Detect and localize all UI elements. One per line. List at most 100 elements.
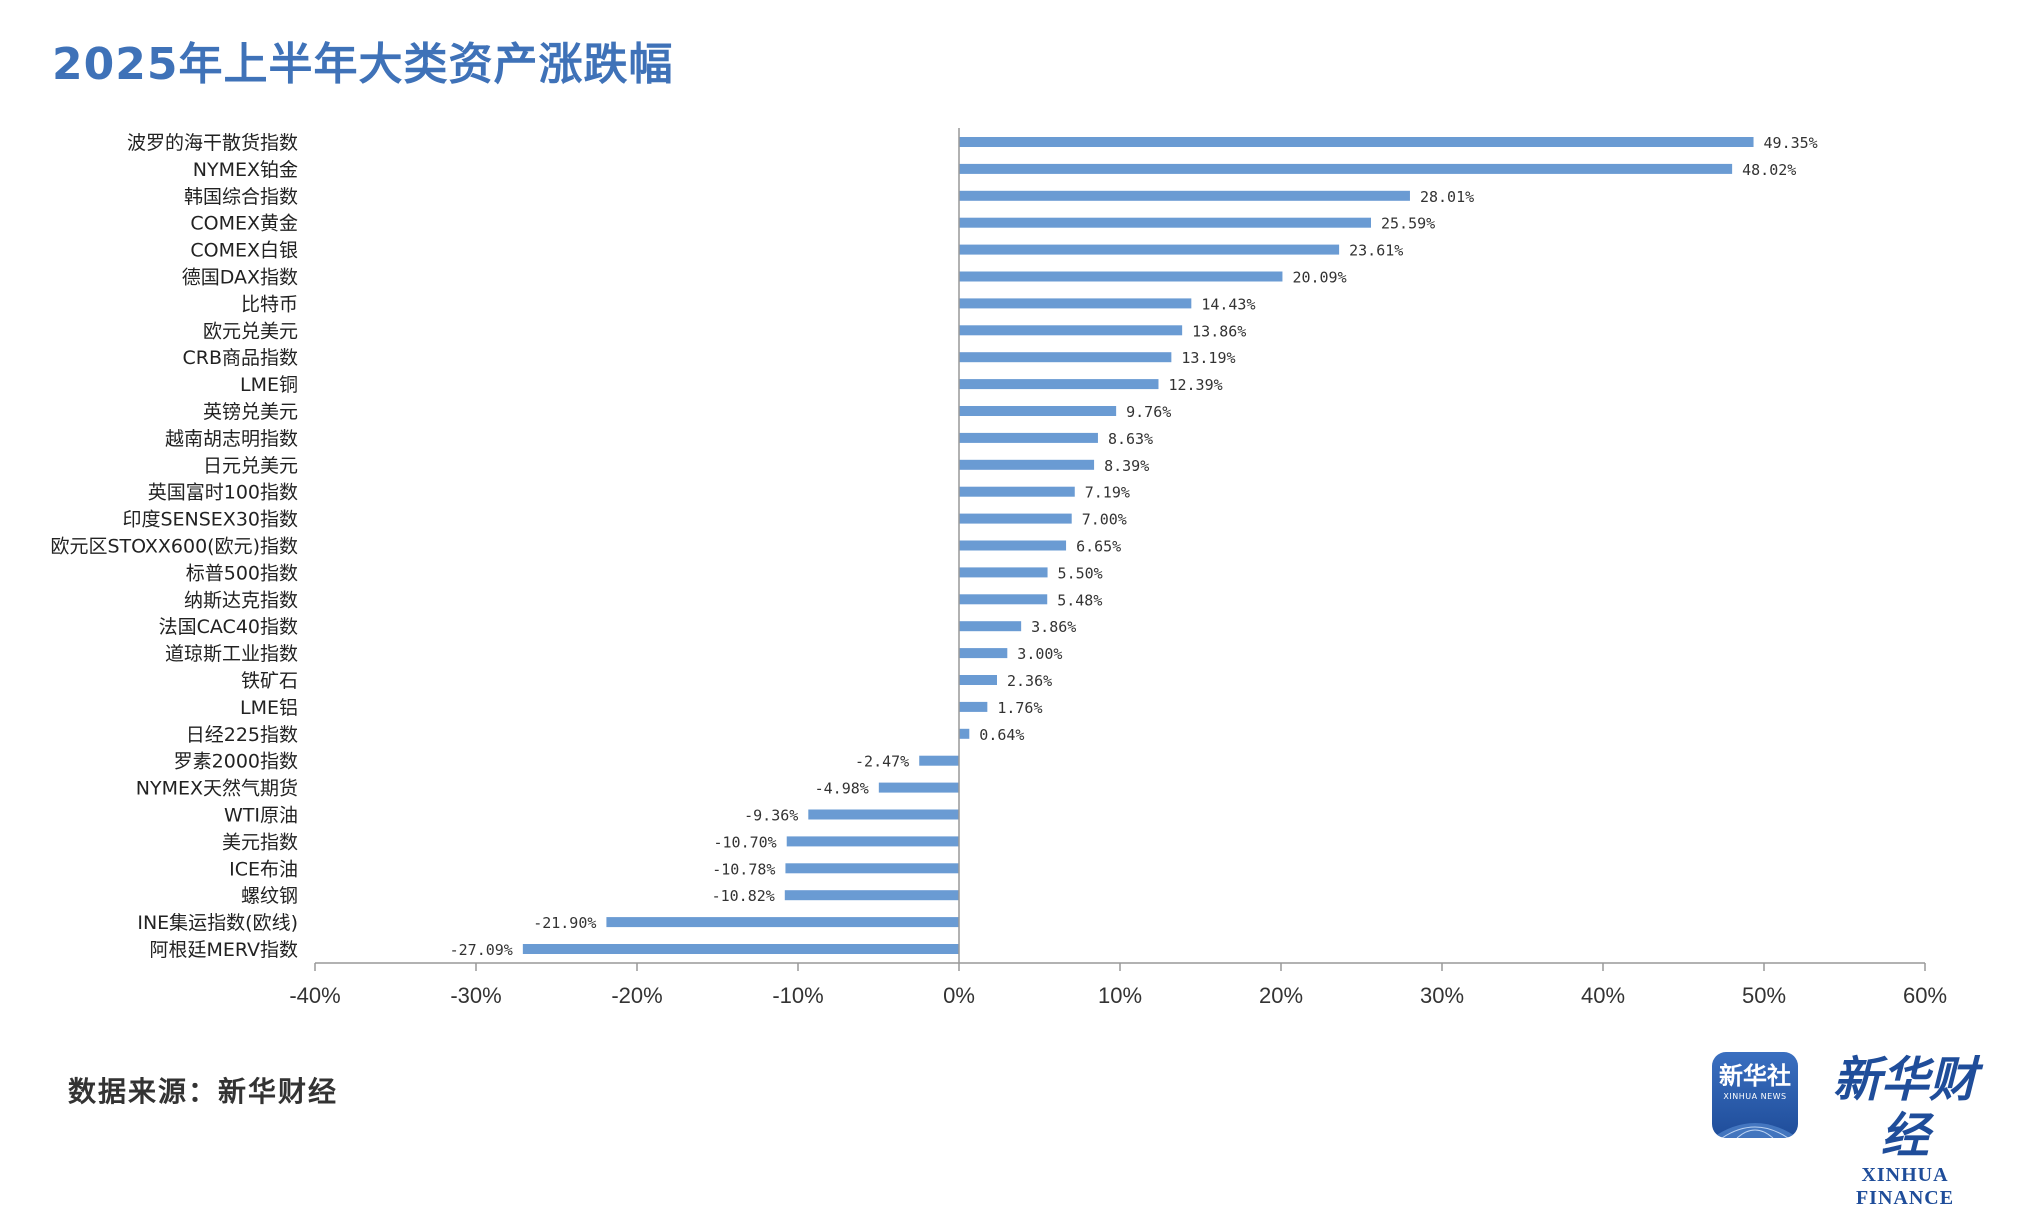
value-label: -9.36%	[744, 807, 798, 825]
value-label: 13.19%	[1181, 349, 1235, 367]
bar	[959, 190, 1410, 201]
logo-brand-cn: 新华财经	[1832, 1052, 1977, 1164]
bar	[522, 944, 959, 954]
value-label: 23.61%	[1349, 242, 1403, 260]
bar	[959, 137, 1754, 147]
bar	[959, 379, 1159, 390]
value-label: 7.19%	[1085, 484, 1130, 502]
x-tick-label: 40%	[1581, 983, 1625, 1008]
bar	[959, 432, 1098, 443]
bar	[959, 352, 1172, 363]
bar	[878, 782, 959, 793]
bar	[606, 917, 959, 928]
bar	[959, 567, 1048, 578]
category-label: 越南胡志明指数	[165, 428, 298, 450]
value-label: 20.09%	[1292, 269, 1346, 287]
category-label: LME铜	[240, 374, 298, 396]
category-label: 印度SENSEX30指数	[122, 509, 298, 531]
bar	[959, 325, 1183, 336]
value-label: 25.59%	[1381, 215, 1435, 233]
bar	[959, 406, 1117, 416]
chart-title: 2025年上半年大类资产涨跌幅	[52, 39, 674, 90]
category-label: 日元兑美元	[203, 455, 298, 477]
value-label: 6.65%	[1076, 538, 1121, 556]
logo-brand-en: XINHUA FINANCE	[1855, 1164, 1955, 1209]
value-label: 5.50%	[1058, 564, 1103, 582]
value-label: -4.98%	[815, 780, 869, 798]
category-label: 罗素2000指数	[174, 751, 298, 773]
bar	[785, 863, 959, 874]
value-label: 14.43%	[1201, 295, 1255, 313]
category-label: 法国CAC40指数	[159, 616, 298, 638]
bar	[959, 486, 1075, 497]
category-label: NYMEX天然气期货	[136, 778, 298, 800]
category-label: 欧元区STOXX600(欧元)指数	[50, 536, 298, 558]
category-label: COMEX白银	[190, 240, 298, 262]
value-label: 7.00%	[1082, 511, 1127, 529]
x-tick-label: 20%	[1259, 983, 1303, 1008]
bar	[959, 540, 1067, 551]
logo-badge-subtext: XINHUA NEWS	[1723, 1092, 1787, 1101]
category-label: 英国富时100指数	[148, 482, 298, 504]
value-label: -10.70%	[714, 833, 777, 851]
category-label: NYMEX铂金	[193, 159, 298, 181]
bar	[959, 621, 1022, 632]
value-label: -21.90%	[533, 914, 596, 932]
category-label: COMEX黄金	[190, 213, 298, 235]
value-label: -27.09%	[450, 941, 513, 959]
category-label: WTI原油	[224, 805, 298, 827]
value-label: 28.01%	[1420, 188, 1474, 206]
bars-group	[522, 137, 1754, 954]
x-tick-label: 30%	[1420, 983, 1464, 1008]
bar	[959, 675, 997, 685]
value-label: 49.35%	[1764, 134, 1818, 152]
bar	[959, 244, 1340, 255]
value-label: 9.76%	[1126, 403, 1171, 421]
category-label: 英镑兑美元	[203, 401, 298, 423]
bar-chart: 49.35% 48.02% 28.01% 25.59% 23.61%20.09% 14.4…	[50, 128, 1947, 1008]
category-label: 铁矿石	[241, 670, 298, 692]
value-label: 0.64%	[979, 726, 1024, 744]
bar	[959, 728, 970, 739]
bar	[784, 890, 959, 901]
x-tick-label: 50%	[1742, 983, 1786, 1008]
bar	[959, 701, 988, 712]
category-label: LME铝	[240, 697, 298, 719]
bar	[786, 836, 959, 847]
value-label: 13.86%	[1192, 322, 1246, 340]
x-tick-label: 10%	[1098, 983, 1142, 1008]
category-label: 美元指数	[222, 831, 298, 853]
value-label: -10.82%	[712, 887, 775, 905]
x-tick-label: 60%	[1903, 983, 1947, 1008]
xinhua-news-logo: 新华社 XINHUA NEWS	[1712, 1052, 1798, 1138]
value-label: 5.48%	[1057, 591, 1102, 609]
bar	[959, 298, 1192, 309]
category-label: 螺纹钢	[241, 885, 298, 907]
value-label: -10.78%	[712, 860, 775, 878]
value-label: 12.39%	[1168, 376, 1222, 394]
logo-badge-text: 新华社	[1719, 1062, 1791, 1090]
value-label: 48.02%	[1742, 161, 1796, 179]
category-label: INE集运指数(欧线)	[137, 912, 298, 934]
value-label: 8.39%	[1104, 457, 1149, 475]
x-axis: -40% -30% -20% -10% 0% 10% 20% 30% 40% 50% 60%	[289, 128, 1947, 1008]
value-label: 2.36%	[1007, 672, 1052, 690]
x-tick-label: -40%	[289, 983, 340, 1008]
value-label: -2.47%	[855, 753, 909, 771]
value-label: 3.86%	[1031, 618, 1076, 636]
xinhua-finance-logo: 新华财经 XINHUA FINANCE	[1810, 1052, 2000, 1210]
x-tick-label: -10%	[772, 983, 823, 1008]
logo-globe-icon	[1712, 1123, 1798, 1138]
category-label: 纳斯达克指数	[184, 589, 298, 611]
bar	[959, 271, 1283, 282]
category-label: 波罗的海干散货指数	[127, 132, 298, 154]
category-label: 道琼斯工业指数	[165, 643, 298, 665]
x-tick-label: 0%	[943, 983, 975, 1008]
bar	[959, 163, 1733, 174]
category-label: 欧元兑美元	[203, 320, 298, 342]
value-label: 3.00%	[1017, 645, 1062, 663]
category-label: 比特币	[241, 293, 298, 315]
value-label: 8.63%	[1108, 430, 1153, 448]
bar	[808, 809, 959, 820]
